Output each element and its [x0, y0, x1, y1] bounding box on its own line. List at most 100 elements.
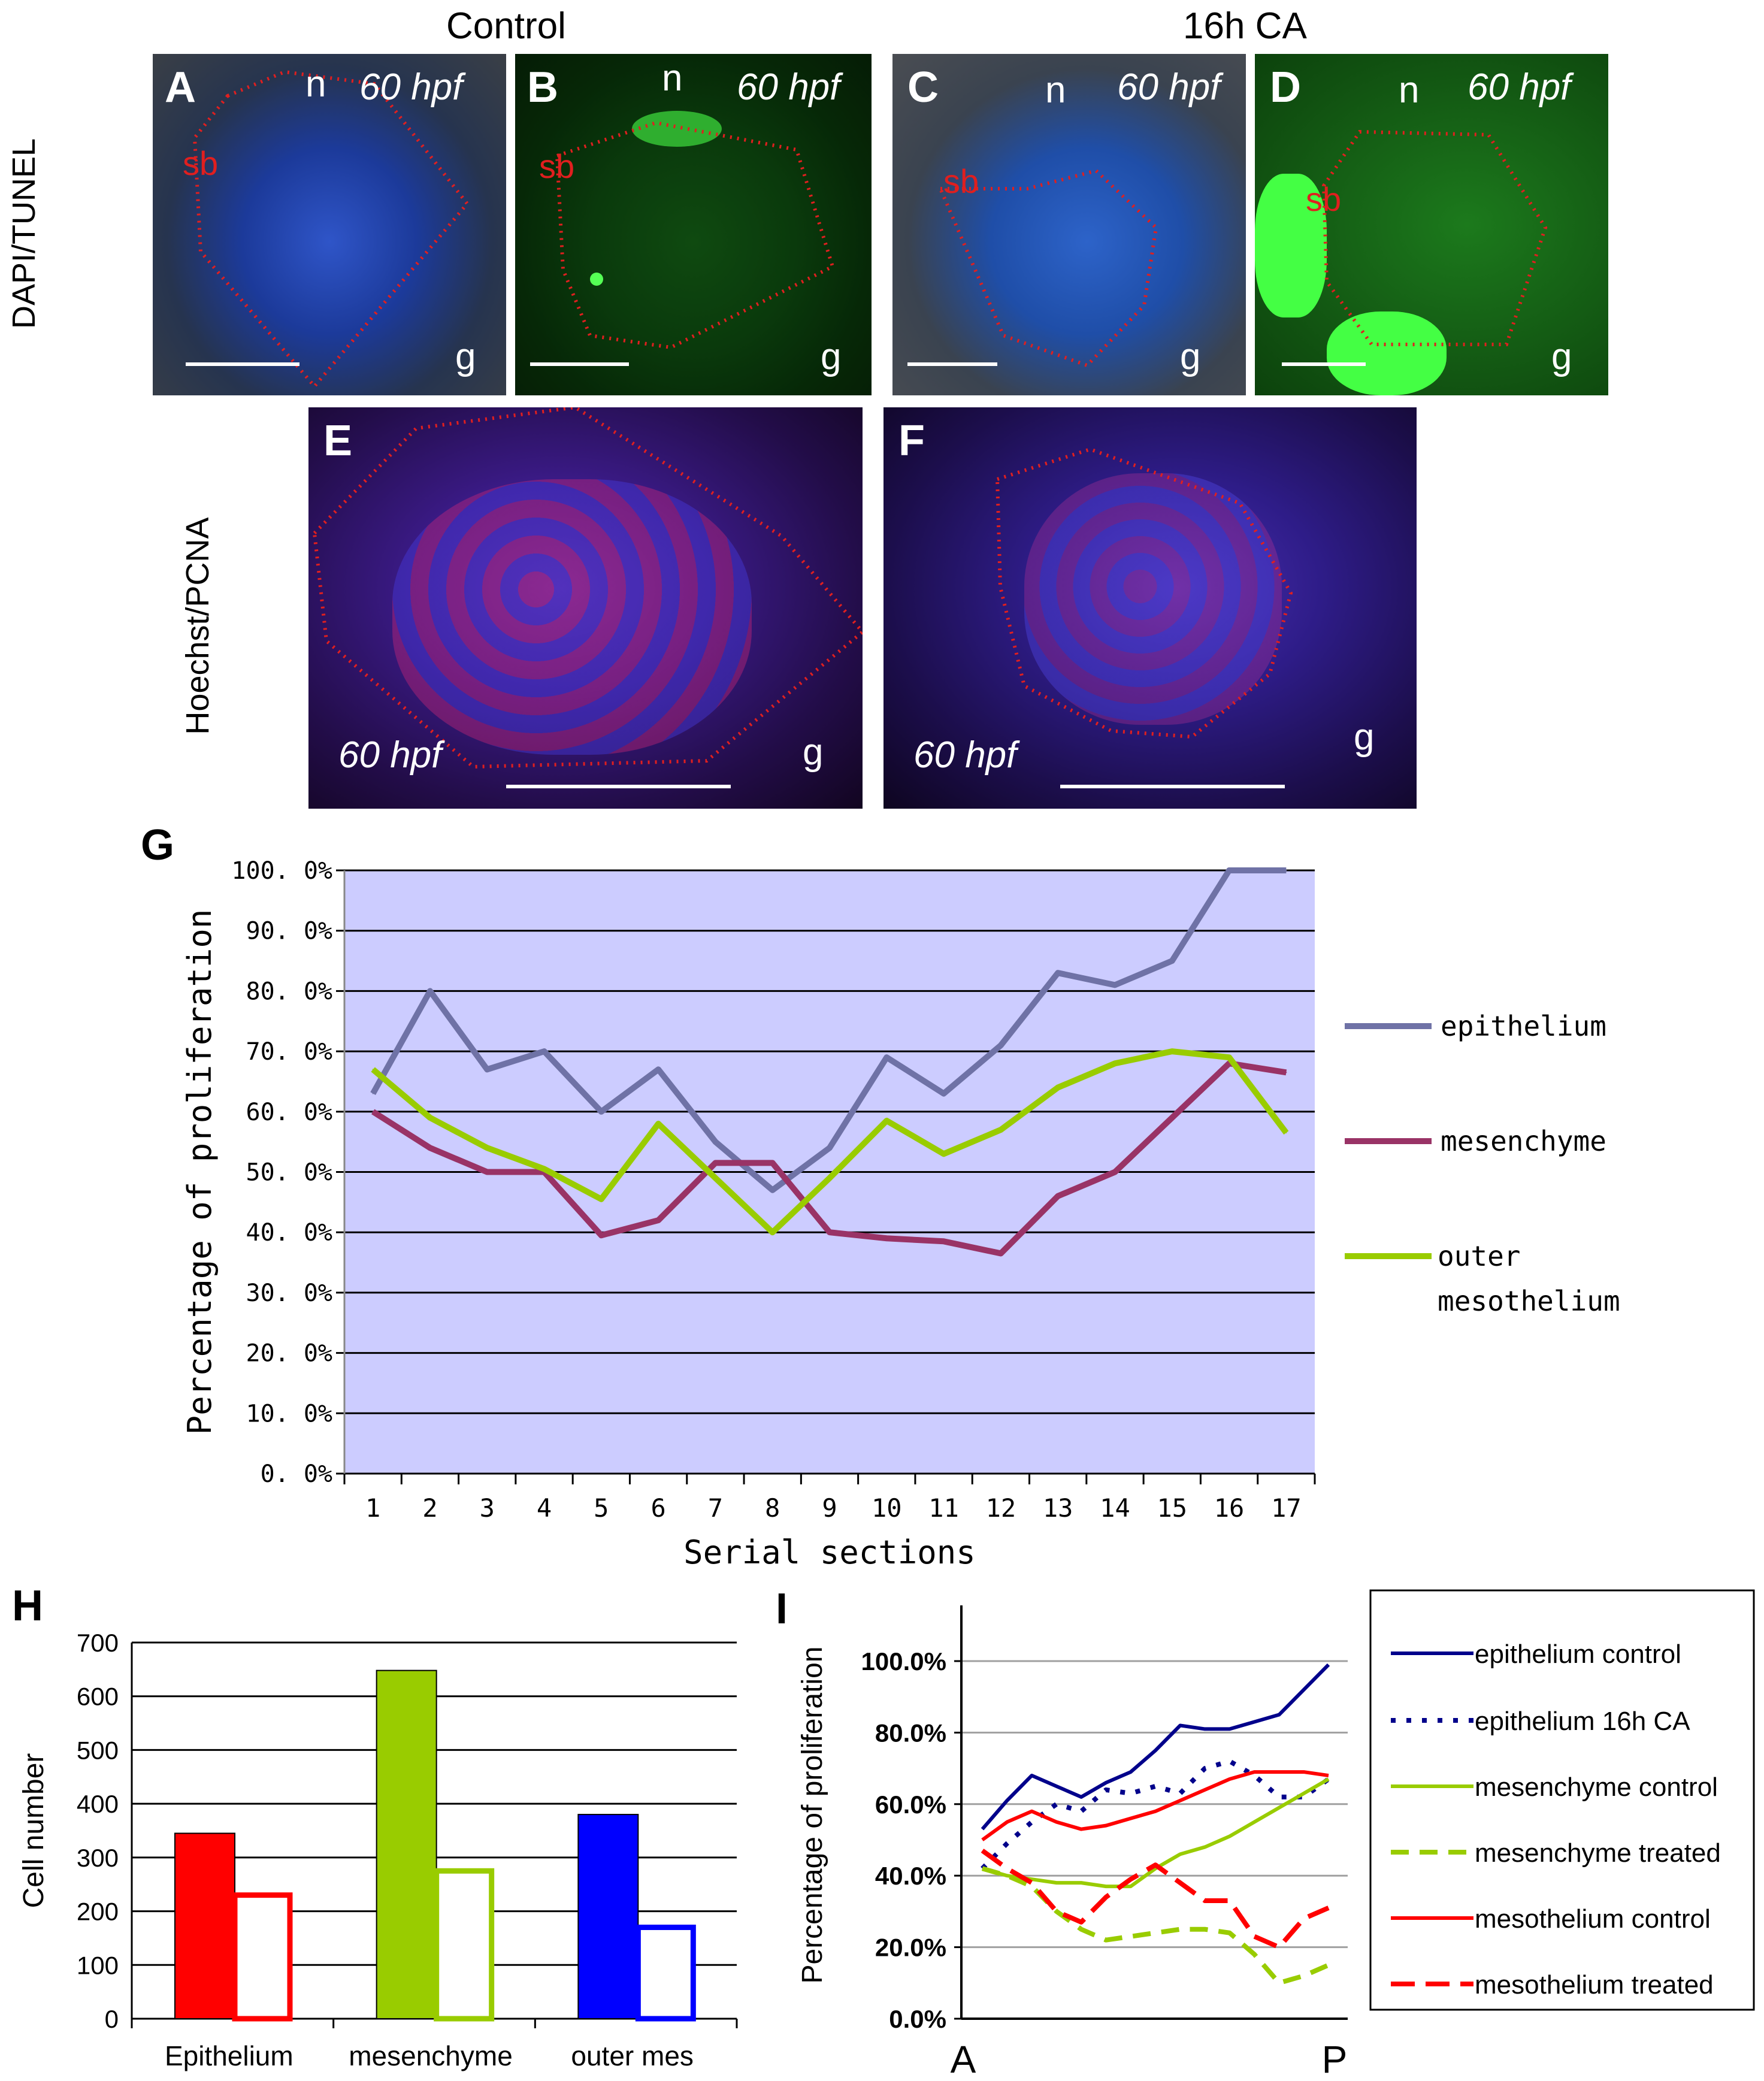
chart-g-xtick-label: 14 — [1100, 1493, 1130, 1523]
panel-b-label-n: n — [662, 58, 683, 99]
chart-g-xtick-label: 7 — [708, 1493, 723, 1523]
chart-g-point — [1171, 960, 1173, 962]
chart-i-series-line-0 — [981, 1663, 1330, 1831]
chart-i-ytick-label: 0.0% — [889, 2005, 946, 2033]
chart-g-point — [429, 990, 431, 992]
panel-a-stage: 60 hpf — [359, 66, 463, 108]
chart-i-legend-label: mesenchyme treated — [1475, 1838, 1721, 1868]
chart-g-ytick-label: 100. 0% — [231, 857, 332, 885]
chart-h-ytick-label: 100 — [77, 1951, 119, 1979]
chart-g-ytick-label: 70. 0% — [246, 1038, 333, 1066]
panel-d-label-sb: sb — [1306, 180, 1342, 218]
chart-h-bar-control — [376, 1669, 437, 2019]
panel-f-label-g: g — [1354, 716, 1375, 758]
chart-i-ytick-label: 60.0% — [875, 1790, 946, 1819]
panel-b-outline — [555, 120, 835, 350]
chart-g-point — [1057, 972, 1059, 974]
panel-a-micrograph: A n 60 hpf sb g — [153, 54, 506, 395]
panel-c-label-n: n — [1045, 69, 1066, 111]
chart-g-point — [771, 1189, 773, 1191]
chart-g-point — [1285, 1072, 1287, 1073]
panel-letter-i: I — [776, 1585, 788, 1633]
chart-g-xtick-label: 4 — [537, 1493, 552, 1523]
chart-g-point — [372, 1069, 374, 1070]
chart-i-series-line-4 — [981, 1770, 1329, 1841]
chart-g-point — [486, 1171, 488, 1173]
panel-letter-b: B — [527, 63, 558, 111]
chart-g-xtick-label: 13 — [1043, 1493, 1073, 1523]
panel-letter-f: F — [898, 417, 925, 465]
chart-g-point — [1000, 1045, 1001, 1046]
chart-g-point — [1000, 1129, 1001, 1131]
panel-a-outline — [192, 69, 470, 389]
chart-g-point — [600, 1111, 602, 1112]
panel-e-stage: 60 hpf — [338, 734, 442, 776]
chart-h-ytick-label: 0 — [105, 2005, 119, 2033]
panel-f-stage: 60 hpf — [913, 734, 1017, 776]
chart-g-point — [771, 1232, 773, 1233]
chart-g-series-line-0 — [370, 867, 1287, 1193]
chart-g-point — [1171, 1051, 1173, 1052]
chart-g-point — [543, 1168, 545, 1170]
chart-g-legend-label: outer — [1438, 1240, 1520, 1272]
chart-i-ytick-label: 80.0% — [875, 1719, 946, 1747]
chart-g-series-line-2 — [371, 1048, 1289, 1236]
chart-g-xtick-label: 2 — [422, 1493, 437, 1523]
panel-letter-e: E — [323, 417, 353, 465]
chart-g-ytick-label: 30. 0% — [246, 1280, 333, 1307]
chart-g-point — [429, 1117, 431, 1118]
panel-letter-c: C — [907, 63, 939, 111]
chart-g-point — [715, 1141, 716, 1143]
chart-g-legend-label: mesothelium — [1438, 1285, 1620, 1317]
column-header-control: Control — [446, 5, 566, 47]
panel-c-label-g: g — [1180, 336, 1201, 377]
chart-i-series-line-3 — [981, 1866, 1330, 1986]
chart-g-point — [372, 1093, 374, 1094]
chart-g-ytick-label: 10. 0% — [246, 1400, 333, 1427]
panel-a-label-n: n — [305, 63, 326, 105]
chart-g-xtick-label: 15 — [1157, 1493, 1187, 1523]
chart-g-ytick-label: 20. 0% — [246, 1340, 333, 1368]
chart-i-series-line-5 — [981, 1849, 1330, 1950]
panel-c-micrograph: C n 60 hpf sb g — [892, 54, 1246, 395]
chart-g-point — [829, 1147, 830, 1149]
chart-g-point — [600, 1198, 602, 1200]
panel-d-label-n: n — [1399, 69, 1420, 111]
chart-g-point — [1229, 1057, 1230, 1058]
chart-g-point — [658, 1123, 659, 1124]
chart-g-point — [829, 1232, 830, 1233]
chart-g-point — [886, 1238, 888, 1239]
panel-d-scale-bar — [1282, 362, 1366, 366]
chart-g-point — [1229, 870, 1230, 871]
chart-i-legend-label: epithelium control — [1475, 1640, 1681, 1669]
chart-g-ytick-label: 50. 0% — [246, 1159, 333, 1187]
panel-a-scale-bar — [186, 362, 299, 366]
chart-i-legend-label: mesenchyme control — [1475, 1773, 1718, 1802]
chart-i-ytick-label: 40.0% — [875, 1862, 946, 1890]
panel-a-label-g: g — [455, 336, 476, 377]
chart-g-point — [943, 1093, 945, 1094]
chart-g-ytick-label: 60. 0% — [246, 1099, 333, 1126]
chart-g-ytick-label: 90. 0% — [246, 918, 333, 945]
chart-g-point — [1057, 1087, 1059, 1088]
chart-g-xtick-label: 10 — [872, 1493, 902, 1523]
chart-g-point — [1000, 1253, 1001, 1254]
panel-letter-a: A — [165, 63, 196, 111]
chart-g-xtick-label: 3 — [480, 1493, 495, 1523]
panel-c-stage: 60 hpf — [1117, 66, 1221, 108]
chart-g-point — [829, 1177, 830, 1179]
panel-e-scale-bar — [506, 785, 731, 788]
chart-g-point — [486, 1069, 488, 1070]
chart-g-xtick-label: 8 — [765, 1493, 780, 1523]
chart-g-ytick-label: 40. 0% — [246, 1219, 333, 1247]
panel-b-scale-bar — [530, 362, 629, 366]
chart-g-point — [771, 1162, 773, 1164]
panel-c-scale-bar — [907, 362, 997, 366]
chart-h-bar-control — [174, 1832, 235, 2019]
chart-g-point — [886, 1057, 888, 1058]
chart-g-point — [372, 1111, 374, 1112]
chart-i-series-line-2 — [982, 1777, 1330, 1889]
chart-g-x-axis-title: Serial sections — [683, 1533, 976, 1571]
row-label-dapi-tunel: DAPI/TUNEL — [6, 138, 42, 329]
chart-g-point — [658, 1069, 659, 1070]
